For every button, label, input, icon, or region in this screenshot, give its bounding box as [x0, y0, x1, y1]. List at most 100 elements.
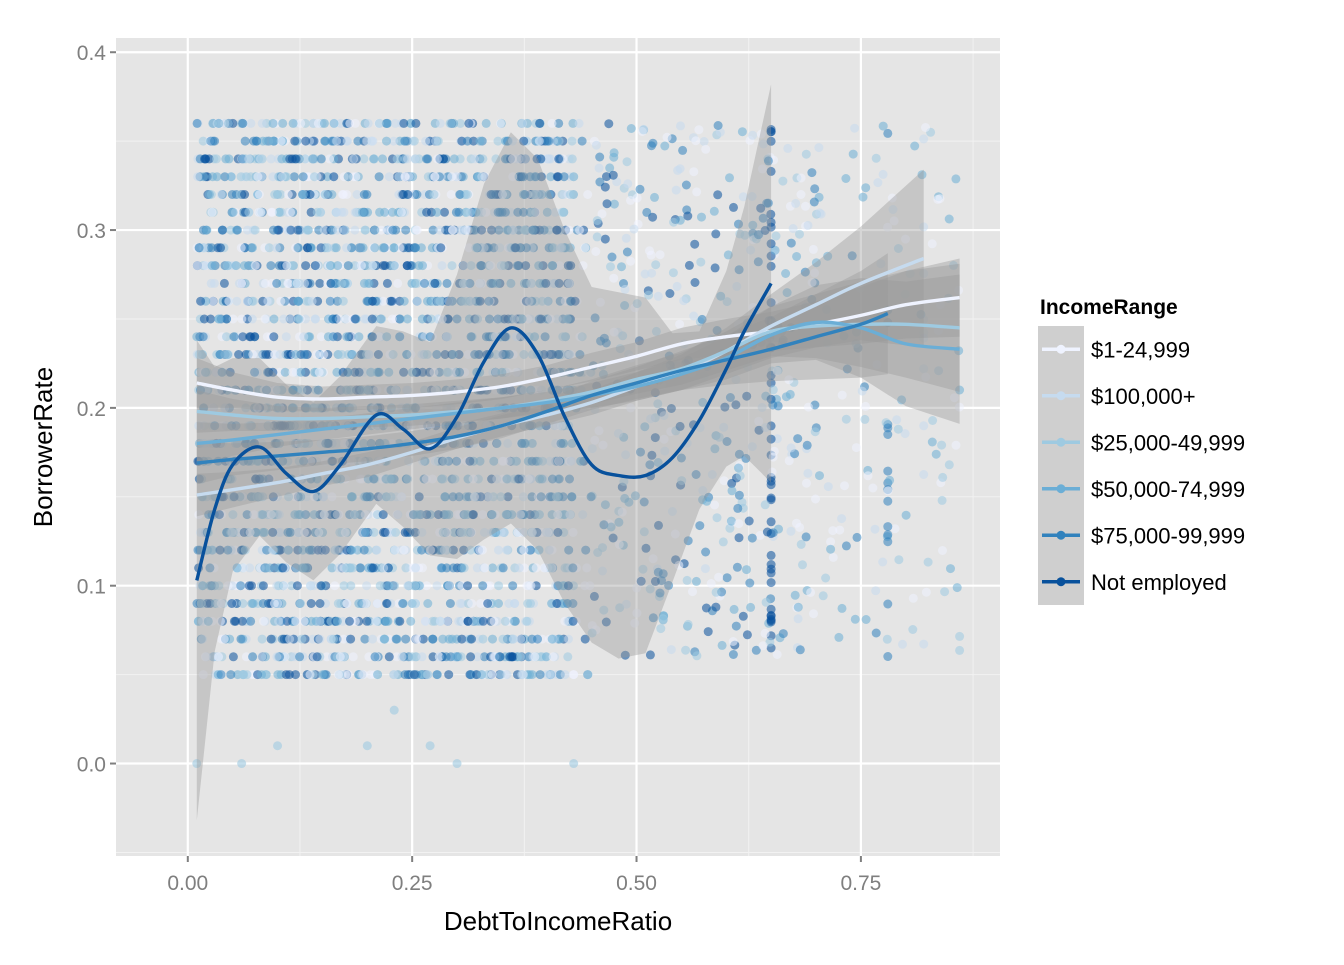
data-point [681, 180, 691, 190]
data-point [342, 136, 352, 146]
data-point [498, 634, 508, 644]
data-point [731, 400, 741, 410]
data-point [286, 314, 296, 324]
data-point [609, 327, 619, 337]
data-point [766, 495, 776, 505]
x-tick-label: 0.50 [616, 872, 657, 895]
data-point [760, 628, 770, 638]
data-point [737, 127, 747, 137]
data-point [563, 634, 573, 644]
data-point [316, 332, 326, 342]
data-point [748, 130, 758, 140]
data-point [458, 172, 468, 182]
data-point [258, 474, 268, 484]
data-point [400, 670, 410, 680]
legend-item: $25,000-49,999 [1038, 419, 1245, 466]
data-point [694, 125, 704, 135]
data-point [347, 545, 357, 555]
data-point [898, 639, 907, 649]
data-point [514, 563, 524, 573]
data-point [894, 555, 904, 565]
data-point [527, 438, 537, 448]
data-point [684, 260, 694, 270]
data-point [242, 670, 252, 680]
data-point [248, 599, 258, 608]
data-point [380, 527, 390, 537]
data-point [546, 172, 556, 182]
data-point [645, 650, 655, 660]
data-point [526, 581, 536, 591]
data-point [288, 367, 298, 377]
data-point [883, 530, 893, 540]
data-point [503, 492, 513, 502]
data-point [240, 136, 250, 146]
data-point [537, 385, 547, 395]
data-point [451, 652, 461, 662]
data-point [411, 243, 420, 253]
data-point [425, 741, 435, 751]
data-point [444, 581, 454, 591]
data-point [905, 269, 915, 279]
data-point [919, 134, 929, 144]
data-point [615, 344, 625, 354]
data-point [391, 527, 401, 537]
data-point [342, 599, 352, 608]
data-point [734, 533, 744, 543]
data-point [345, 616, 354, 626]
data-point [734, 463, 743, 473]
data-point [368, 634, 377, 644]
points-layer [192, 118, 965, 769]
data-point [268, 136, 278, 146]
data-point [621, 450, 631, 460]
data-point [307, 296, 317, 306]
data-point [348, 652, 358, 662]
data-point [245, 563, 255, 573]
data-point [852, 327, 861, 337]
data-point [315, 599, 325, 608]
data-point [448, 545, 458, 555]
data-point [368, 563, 378, 573]
data-point [756, 203, 766, 213]
data-point [248, 350, 258, 359]
data-point [927, 437, 937, 447]
data-point [878, 169, 888, 179]
data-point [475, 296, 485, 306]
data-point [250, 225, 260, 235]
data-point [826, 544, 836, 554]
data-point [207, 243, 217, 253]
data-point [657, 381, 667, 390]
data-point [509, 616, 519, 626]
data-point [908, 625, 918, 634]
data-point [626, 124, 636, 133]
data-point [432, 403, 442, 413]
data-point [320, 136, 330, 146]
data-point [574, 118, 584, 128]
data-point [288, 118, 298, 128]
data-point [368, 261, 378, 271]
data-point [303, 243, 312, 253]
data-point [258, 581, 268, 591]
data-point [620, 650, 630, 660]
data-point [592, 232, 602, 242]
data-point [286, 207, 296, 217]
data-point [928, 416, 938, 425]
data-point [793, 614, 803, 624]
data-point [196, 296, 206, 306]
data-point [803, 220, 813, 230]
data-point [937, 495, 947, 505]
data-point [375, 581, 385, 591]
data-point [370, 243, 380, 253]
data-point [500, 314, 509, 324]
data-point [229, 616, 239, 626]
data-point [228, 314, 238, 324]
data-point [717, 640, 727, 650]
data-point [464, 118, 474, 128]
data-point [714, 432, 724, 442]
data-point [281, 332, 291, 342]
data-point [290, 136, 300, 146]
data-point [554, 154, 564, 164]
data-point [399, 296, 409, 306]
data-point [374, 118, 384, 128]
data-point [951, 174, 961, 184]
data-point [729, 604, 739, 614]
